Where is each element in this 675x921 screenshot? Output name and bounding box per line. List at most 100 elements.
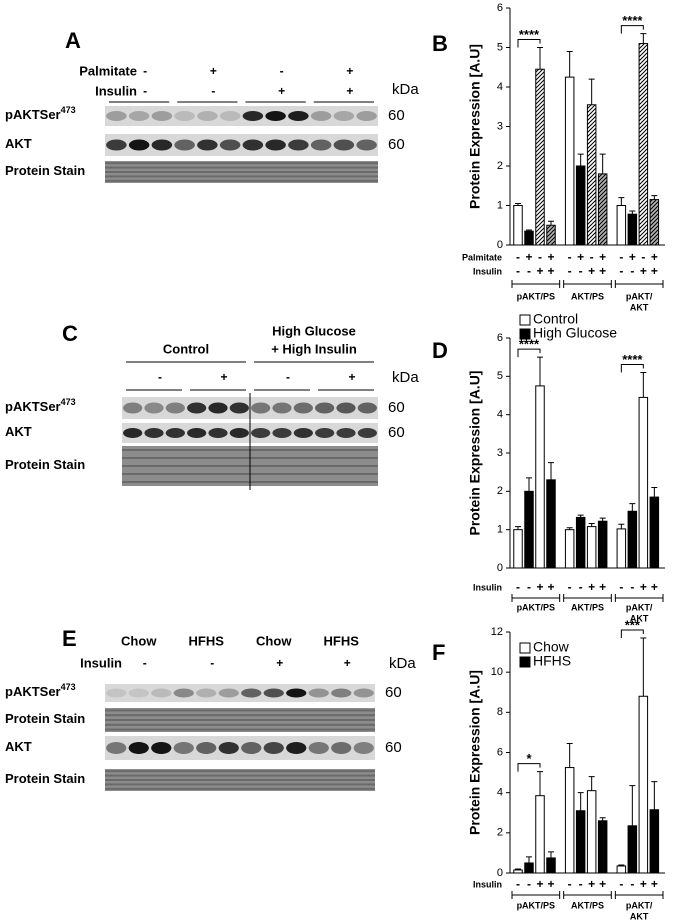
condition-sign: + [588, 580, 595, 594]
blot-strip [105, 736, 375, 760]
group-label: AKT/PS [571, 602, 604, 612]
panel-letter: D [432, 338, 448, 363]
bar [597, 173, 608, 246]
condition-sign: + [348, 370, 355, 384]
condition-sign: + [588, 877, 595, 891]
kda-value: 60 [388, 107, 405, 124]
group-label: HFHS [189, 633, 225, 648]
condition-sign: - [527, 580, 531, 594]
significance-label: * [526, 751, 532, 766]
legend-label: HFHS [533, 653, 571, 669]
condition-sign: + [599, 250, 606, 264]
y-tick-label: 5 [497, 370, 503, 382]
condition-sign: + [640, 877, 647, 891]
error-bar [618, 197, 625, 206]
error-bar [599, 817, 606, 821]
condition-sign: - [143, 656, 147, 670]
condition-sign: - [516, 877, 520, 891]
condition-sign: - [619, 250, 623, 264]
group-label: Control [163, 341, 209, 356]
group-bracket [614, 594, 664, 602]
condition-sign: - [538, 250, 542, 264]
y-tick-label: 2 [497, 160, 503, 172]
panel-letter: C [62, 321, 78, 346]
group-label: HFHS [324, 633, 360, 648]
significance-label: **** [622, 352, 643, 367]
error-bar [629, 503, 636, 512]
group-label: AKT/PS [571, 900, 604, 910]
group-label: AKT [630, 302, 649, 312]
error-bar [526, 856, 532, 863]
y-tick-label: 4 [497, 787, 503, 799]
group-bracket [614, 280, 664, 288]
y-tick-label: 4 [497, 409, 503, 421]
condition-sign: - [619, 264, 623, 278]
significance-bracket [517, 39, 541, 48]
group-label: pAKT/PS [517, 900, 556, 910]
bar [535, 68, 545, 246]
group-label: AKT [630, 613, 649, 623]
y-tick-label: 3 [497, 120, 503, 132]
condition-sign: + [599, 580, 606, 594]
bar [575, 810, 586, 874]
error-bar [588, 78, 595, 105]
condition-sign: + [278, 84, 285, 98]
group-label: AKT [630, 911, 649, 921]
row-label: Protein Stain [5, 711, 85, 726]
condition-sign: + [640, 580, 647, 594]
panel-letter: F [432, 640, 445, 665]
bar [649, 496, 660, 569]
row-label: Protein Stain [5, 163, 85, 178]
significance-label: **** [519, 337, 540, 352]
condition-sign: + [210, 64, 217, 78]
condition-sign: + [220, 370, 227, 384]
condition-sign: + [547, 264, 554, 278]
y-tick-label: 0 [497, 562, 503, 574]
row-label: AKT [5, 739, 32, 754]
condition-sign: - [568, 580, 572, 594]
blot-strip [105, 106, 378, 126]
condition-label: Insulin [80, 655, 122, 670]
condition-sign: + [588, 264, 595, 278]
bar [597, 520, 608, 569]
condition-sign: + [651, 580, 658, 594]
condition-sign: - [516, 264, 520, 278]
error-bar [566, 50, 573, 78]
group-bracket [614, 891, 664, 899]
condition-sign: + [346, 84, 353, 98]
bar [513, 869, 523, 874]
y-axis-label: Protein Expression [A.U] [467, 371, 483, 536]
condition-sign: - [516, 250, 520, 264]
condition-sign: - [619, 580, 623, 594]
blot-strip [105, 134, 378, 156]
panel-letter: A [65, 28, 81, 53]
row-label: pAKTSer473 [5, 397, 76, 414]
y-tick-label: 1 [497, 199, 503, 211]
group-label: + High Insulin [271, 341, 357, 356]
condition-sign: + [651, 877, 658, 891]
significance-label: **** [519, 27, 540, 42]
bar [564, 529, 575, 569]
condition-sign: + [640, 264, 647, 278]
significance-bracket [517, 348, 541, 358]
error-bar [537, 47, 543, 70]
kda-value: 60 [388, 424, 405, 441]
error-bar [577, 153, 584, 166]
significance-bracket [620, 364, 644, 373]
y-tick-label: 5 [497, 41, 503, 53]
group-label: Chow [256, 633, 292, 648]
legend-label: Control [533, 311, 578, 327]
condition-sign: + [599, 264, 606, 278]
y-tick-label: 6 [497, 2, 503, 14]
kda-value: 60 [385, 739, 402, 756]
row-label: Protein Stain [5, 457, 85, 472]
significance-label: *** [625, 617, 641, 632]
condition-sign: - [211, 84, 215, 98]
condition-sign: + [344, 656, 351, 670]
condition-sign: - [630, 877, 634, 891]
condition-sign: - [568, 264, 572, 278]
error-bar [515, 868, 521, 870]
group-bracket [563, 280, 612, 288]
condition-label: Insulin [473, 266, 502, 276]
